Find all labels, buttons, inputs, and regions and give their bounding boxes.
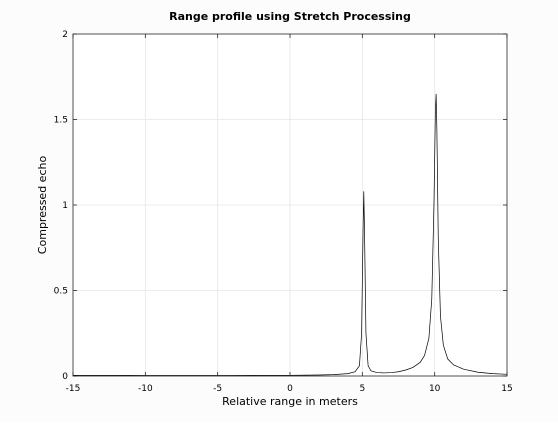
y-tick-label: 1 xyxy=(62,201,68,211)
x-tick-label: 0 xyxy=(287,384,293,394)
y-axis-label: Compressed echo xyxy=(36,156,49,255)
chart-title: Range profile using Stretch Processing xyxy=(169,10,411,23)
y-tick-label: 0 xyxy=(62,372,68,382)
grid-layer xyxy=(73,34,507,376)
x-tick-label: 15 xyxy=(501,384,512,394)
peak-point xyxy=(436,93,437,94)
y-tick-label: 1.5 xyxy=(54,116,68,126)
x-tick-label: -15 xyxy=(66,384,81,394)
y-tick-label: 0.5 xyxy=(54,287,68,297)
x-tick-label: -5 xyxy=(213,384,222,394)
x-axis-label: Relative range in meters xyxy=(222,395,358,408)
y-tick-label: 2 xyxy=(62,30,68,40)
x-tick-label: 10 xyxy=(429,384,441,394)
ticks-layer: -15 -10 -5 0 5 10 15 0 0.5 1 1.5 2 xyxy=(54,30,513,394)
x-tick-label: 5 xyxy=(359,384,365,394)
peak-point xyxy=(363,191,364,192)
x-tick-label: -10 xyxy=(138,384,153,394)
